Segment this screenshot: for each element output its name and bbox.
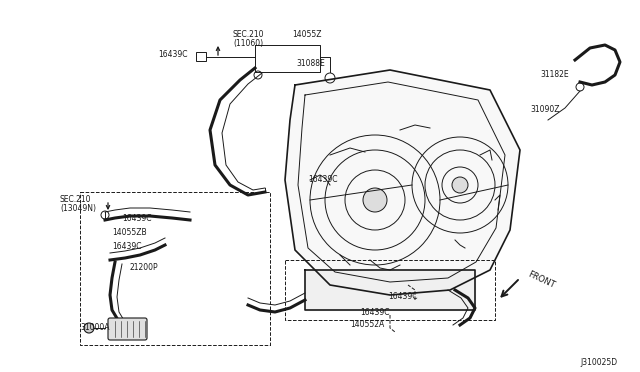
Text: SEC.210: SEC.210: [60, 195, 92, 204]
Text: 31088E: 31088E: [296, 59, 324, 68]
Text: SEC.210: SEC.210: [232, 30, 264, 39]
Text: 16439C: 16439C: [158, 50, 188, 59]
Text: 16439C: 16439C: [360, 308, 390, 317]
Text: 14055Z: 14055Z: [292, 30, 321, 39]
Text: 140552A: 140552A: [350, 320, 384, 329]
Text: J310025D: J310025D: [581, 358, 618, 367]
Polygon shape: [305, 270, 475, 310]
Text: 16439C: 16439C: [388, 292, 417, 301]
Text: 16439C: 16439C: [112, 242, 141, 251]
Text: 21200P: 21200P: [130, 263, 159, 272]
Text: (11060): (11060): [233, 39, 263, 48]
Text: 16439C: 16439C: [122, 214, 152, 223]
FancyBboxPatch shape: [108, 318, 147, 340]
Text: 16439C: 16439C: [308, 175, 337, 184]
Text: FRONT: FRONT: [526, 270, 556, 290]
Text: 14055ZB: 14055ZB: [112, 228, 147, 237]
Polygon shape: [285, 70, 520, 295]
Text: 31000A: 31000A: [80, 323, 109, 332]
Text: (13049N): (13049N): [60, 204, 96, 213]
Text: 31090Z: 31090Z: [530, 105, 559, 114]
Text: 31182E: 31182E: [540, 70, 568, 79]
Bar: [196, 52, 206, 61]
Circle shape: [84, 323, 94, 333]
Circle shape: [452, 177, 468, 193]
Circle shape: [363, 188, 387, 212]
